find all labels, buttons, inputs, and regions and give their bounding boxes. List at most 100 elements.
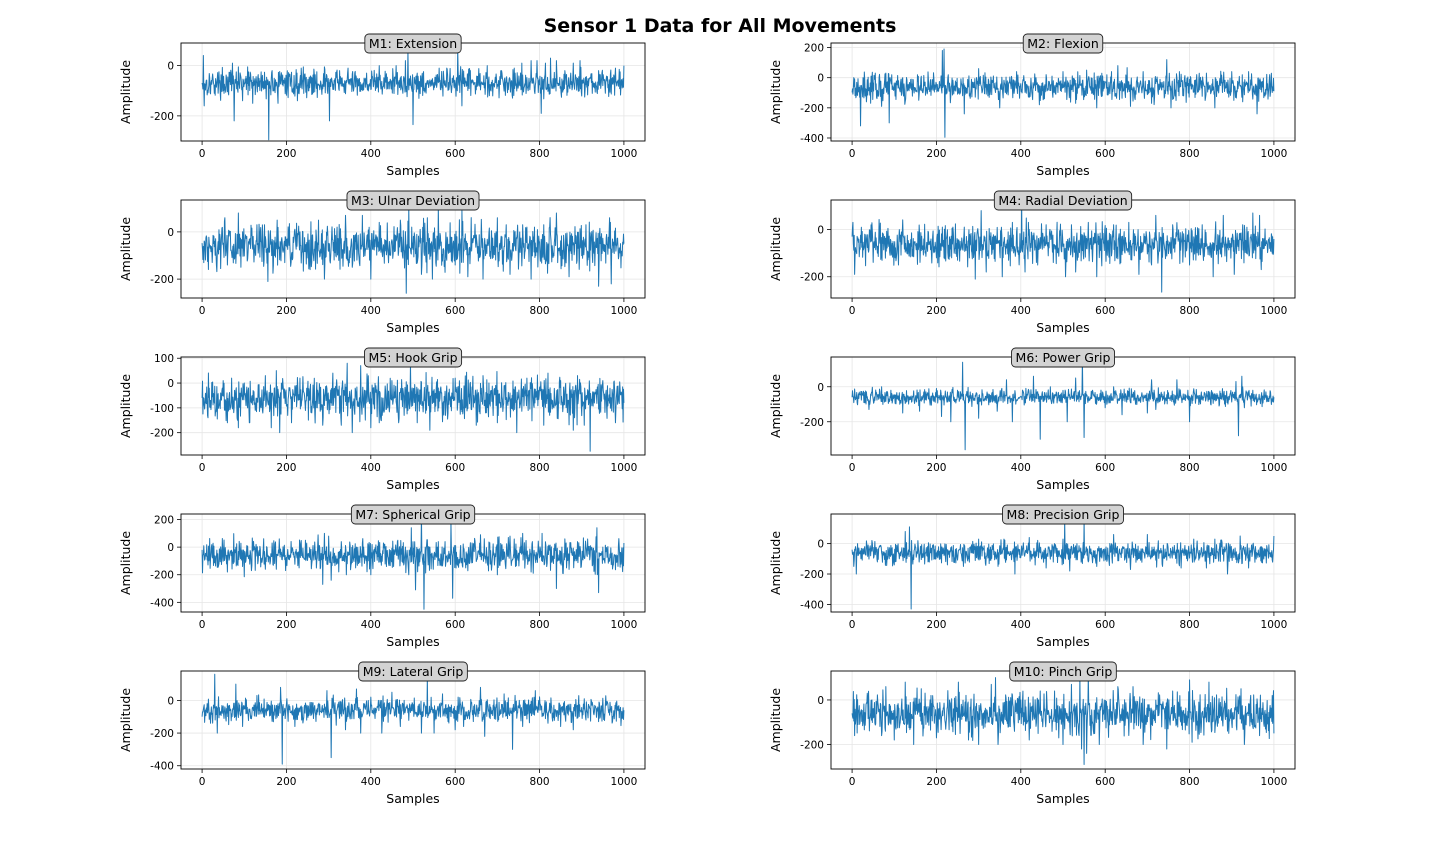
chart-5-title: M5: Hook Grip bbox=[368, 350, 457, 365]
chart-4-series-line bbox=[851, 200, 1275, 293]
chart-9-y-axis-label: Amplitude bbox=[118, 688, 133, 752]
chart-2-x-tick-label: 600 bbox=[1095, 148, 1115, 160]
chart-2-y-tick-label: -400 bbox=[800, 133, 824, 145]
chart-5-y-tick-label: -200 bbox=[150, 428, 174, 440]
chart-5-y-tick-label: 0 bbox=[167, 378, 174, 390]
chart-4-x-tick-label: 600 bbox=[1095, 305, 1115, 317]
chart-6-title: M6: Power Grip bbox=[1016, 350, 1111, 365]
subplot-chart-4: 0 200 400 600 800 1000 0 -200 Samples Amplitude M4… bbox=[768, 190, 1296, 335]
chart-6-series-line bbox=[851, 358, 1275, 451]
subplot-chart-10: 0 200 400 600 800 1000 0 -200 Samples Amplitude M1… bbox=[768, 661, 1296, 806]
chart-5-series-line bbox=[201, 362, 625, 452]
chart-1-title: M1: Extension bbox=[369, 36, 457, 51]
chart-10-x-tick-label: 800 bbox=[1180, 776, 1200, 788]
chart-1-x-tick-label: 800 bbox=[530, 148, 550, 160]
chart-8-x-tick-label: 800 bbox=[1180, 619, 1200, 631]
chart-1-x-axis-label: Samples bbox=[386, 163, 439, 178]
chart-5-x-tick-label: 800 bbox=[530, 462, 550, 474]
chart-1-series-line bbox=[201, 47, 625, 141]
chart-5-title-box bbox=[364, 347, 463, 368]
chart-7-x-axis-label: Samples bbox=[386, 634, 439, 649]
chart-6-x-tick-label: 600 bbox=[1095, 462, 1115, 474]
chart-1-y-tick-label: -200 bbox=[150, 111, 174, 123]
chart-4-x-axis-label: Samples bbox=[1036, 320, 1089, 335]
subplot-chart-3: 0 200 400 600 800 1000 0 -200 Samples Amplitude M3… bbox=[118, 190, 646, 335]
chart-9-y-tick-label: -400 bbox=[150, 761, 174, 773]
chart-10-y-tick-label: -200 bbox=[800, 740, 824, 752]
chart-8-y-tick-label: 0 bbox=[817, 539, 824, 551]
chart-1-x-tick-label: 200 bbox=[276, 148, 296, 160]
chart-7-x-tick-label: 0 bbox=[199, 619, 206, 631]
chart-7-y-axis-label: Amplitude bbox=[118, 531, 133, 595]
chart-7-x-tick-label: 400 bbox=[361, 619, 381, 631]
chart-9-y-tick-label: -200 bbox=[150, 728, 174, 740]
chart-9-y-tick-label: 0 bbox=[167, 695, 174, 707]
chart-9-x-tick-label: 600 bbox=[445, 776, 465, 788]
chart-5-axes-frame bbox=[180, 356, 646, 456]
chart-7-x-tick-label: 1000 bbox=[611, 619, 638, 631]
chart-5-x-tick-label: 0 bbox=[199, 462, 206, 474]
chart-4-title-box bbox=[993, 190, 1133, 211]
figure-title: Sensor 1 Data for All Movements bbox=[544, 15, 897, 37]
chart-8-x-tick-label: 1000 bbox=[1261, 619, 1288, 631]
chart-2-y-tick-label: -200 bbox=[800, 103, 824, 115]
chart-3-x-tick-label: 800 bbox=[530, 305, 550, 317]
chart-7-y-tick-label: -400 bbox=[150, 597, 174, 609]
chart-5-x-tick-label: 1000 bbox=[611, 462, 638, 474]
chart-6-x-tick-label: 1000 bbox=[1261, 462, 1288, 474]
chart-9-x-tick-label: 800 bbox=[530, 776, 550, 788]
chart-8-x-axis-label: Samples bbox=[1036, 634, 1089, 649]
chart-10-x-tick-label: 200 bbox=[926, 776, 946, 788]
chart-3-y-axis-label: Amplitude bbox=[118, 217, 133, 281]
chart-3-series-line bbox=[201, 205, 625, 294]
chart-8-x-tick-label: 200 bbox=[926, 619, 946, 631]
chart-8-x-tick-label: 0 bbox=[849, 619, 856, 631]
chart-5-x-axis-label: Samples bbox=[386, 477, 439, 492]
chart-3-title: M3: Ulnar Deviation bbox=[351, 193, 475, 208]
chart-2-title-box bbox=[1022, 33, 1104, 54]
chart-10-y-tick-label: 0 bbox=[817, 695, 824, 707]
chart-1-y-axis-label: Amplitude bbox=[118, 60, 133, 124]
chart-7-x-tick-label: 800 bbox=[530, 619, 550, 631]
subplot-chart-5: 0 200 400 600 800 10001000-100-200SamplesAmpl… bbox=[118, 347, 646, 492]
chart-7-y-tick-label: 200 bbox=[154, 515, 174, 527]
chart-4-y-axis-label: Amplitude bbox=[768, 217, 783, 281]
chart-8-title-box bbox=[1002, 504, 1124, 525]
chart-6-x-tick-label: 400 bbox=[1011, 462, 1031, 474]
chart-10-x-tick-label: 600 bbox=[1095, 776, 1115, 788]
chart-7-title-box bbox=[350, 504, 476, 525]
subplot-chart-9: 0 200 400 600 800 1000 0 -200 -400 Samples Amplitu… bbox=[118, 661, 646, 806]
chart-6-y-tick-label: -200 bbox=[800, 417, 824, 429]
chart-10-x-axis-label: Samples bbox=[1036, 791, 1089, 806]
chart-8-title: M8: Precision Grip bbox=[1007, 507, 1120, 522]
chart-9-x-axis-label: Samples bbox=[386, 791, 439, 806]
chart-6-y-axis-label: Amplitude bbox=[768, 374, 783, 438]
chart-5-y-tick-label: -100 bbox=[150, 403, 174, 415]
chart-3-y-tick-label: 0 bbox=[167, 227, 174, 239]
subplot-grid: 0 200 400 600 800 1000 0 -200 Samples Amplitude M1… bbox=[118, 33, 1296, 806]
chart-10-series-line bbox=[851, 672, 1275, 766]
chart-9-axes-frame bbox=[180, 670, 646, 770]
chart-4-x-tick-label: 800 bbox=[1180, 305, 1200, 317]
chart-10-title-box bbox=[1009, 661, 1117, 682]
chart-3-x-tick-label: 400 bbox=[361, 305, 381, 317]
chart-8-series-line bbox=[851, 518, 1275, 610]
chart-9-title: M9: Lateral Grip bbox=[363, 664, 464, 679]
chart-6-y-tick-label: 0 bbox=[817, 382, 824, 394]
chart-2-x-tick-label: 800 bbox=[1180, 148, 1200, 160]
chart-2-series-line bbox=[851, 48, 1275, 138]
chart-2-y-tick-label: 200 bbox=[804, 43, 824, 55]
chart-8-x-tick-label: 600 bbox=[1095, 619, 1115, 631]
chart-5-x-tick-label: 400 bbox=[361, 462, 381, 474]
chart-1-y-tick-label: 0 bbox=[167, 61, 174, 73]
chart-2-y-axis-label: Amplitude bbox=[768, 60, 783, 124]
chart-5-y-axis-label: Amplitude bbox=[118, 374, 133, 438]
chart-4-y-tick-label: 0 bbox=[817, 225, 824, 237]
chart-5-x-tick-label: 200 bbox=[276, 462, 296, 474]
chart-9-x-tick-label: 400 bbox=[361, 776, 381, 788]
chart-6-x-tick-label: 0 bbox=[849, 462, 856, 474]
chart-3-y-tick-label: -200 bbox=[150, 274, 174, 286]
chart-3-x-axis-label: Samples bbox=[386, 320, 439, 335]
chart-3-x-tick-label: 600 bbox=[445, 305, 465, 317]
chart-7-x-tick-label: 600 bbox=[445, 619, 465, 631]
